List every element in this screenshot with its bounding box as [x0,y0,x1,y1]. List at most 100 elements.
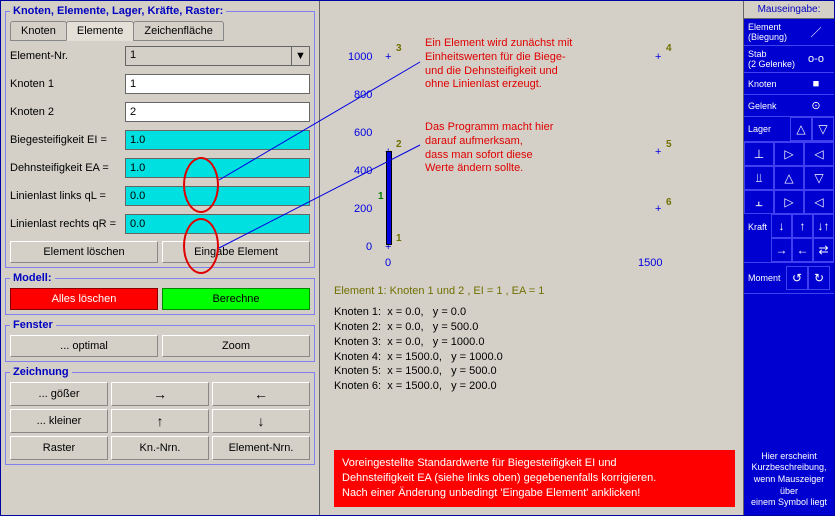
knnrn-button[interactable]: Kn.-Nrn. [111,436,209,460]
kraft-2-icon[interactable]: ↑ [792,214,813,238]
ea-label: Dehnsteifigkeit EA = [10,162,125,174]
optimal-button[interactable]: ... optimal [10,335,158,357]
highlight-circle-2 [183,218,219,274]
node-4-label: 4 [666,43,672,54]
tool-gelenk[interactable]: Gelenk ⊙ [744,95,834,117]
lg3-icon[interactable]: ◁ [804,142,834,166]
knoten1-input[interactable] [125,74,310,94]
tabs: Knoten Elemente Zeichenfläche [10,21,310,41]
modell-group: Modell: Alles löschen Berechne [5,272,315,315]
node-3-label: 3 [396,43,402,54]
knoten1-label: Knoten 1 [10,78,125,90]
xlabel-0: 0 [385,257,391,269]
element-info: Element 1: Knoten 1 und 2 , EI = 1 , EA … [334,285,544,297]
pan-up-button[interactable] [111,409,209,433]
raster-button[interactable]: Raster [10,436,108,460]
knoten2-input[interactable] [125,102,310,122]
node-2-label: 2 [396,139,402,150]
zeichnung-title: Zeichnung [10,366,72,378]
bigger-button[interactable]: ... gößer [10,382,108,406]
lg4-icon[interactable]: ⫫ [744,166,774,190]
center-panel: 1000 800 600 400 200 0 0 1500 + + + + + … [319,1,744,515]
node-4-icon: + [655,51,661,63]
element-1-label: 1 [378,191,384,202]
kraft-4-icon[interactable]: → [771,238,792,262]
moment-cw-icon[interactable]: ↻ [808,266,830,290]
lg6-icon[interactable]: ▽ [804,166,834,190]
annotation-2: Das Programm macht hier darauf aufmerksa… [425,121,553,176]
toolbox-hint: Hier erscheint Kurzbeschreibung, wenn Ma… [744,445,834,515]
node-6-icon: + [655,203,661,215]
knoten-icon: ■ [802,78,830,90]
elements-group: Knoten, Elemente, Lager, Kräfte, Raster:… [5,5,315,268]
element-nr-value: 1 [125,46,292,66]
zeichnung-group: Zeichnung ... gößer ... kleiner Raster K… [5,366,315,465]
lg2-icon[interactable]: ▷ [774,142,804,166]
kraft-6-icon[interactable]: ⇄ [813,238,834,262]
ylabel-400: 400 [354,165,372,177]
ylabel-0: 0 [366,241,372,253]
tab-elemente[interactable]: Elemente [66,21,134,41]
ylabel-1000: 1000 [348,51,372,63]
lg8-icon[interactable]: ▷ [774,190,804,214]
element-1-bar [386,151,392,245]
ei-input[interactable] [125,130,310,150]
ylabel-800: 800 [354,89,372,101]
warning-box: Voreingestellte Standardwerte für Bieges… [334,450,735,507]
elnrn-button[interactable]: Element-Nrn. [212,436,310,460]
group-title: Knoten, Elemente, Lager, Kräfte, Raster: [10,5,226,17]
tool-lager-row: Lager △ ▽ [744,117,834,142]
ylabel-200: 200 [354,203,372,215]
delete-element-button[interactable]: Element löschen [10,241,158,263]
lager-2-icon[interactable]: ▽ [812,117,834,141]
kraft-5-icon[interactable]: ← [792,238,813,262]
lg5-icon[interactable]: △ [774,166,804,190]
qr-label: Linienlast rechts qR = [10,218,125,230]
element-icon: ／ [802,24,830,40]
left-panel: Knoten, Elemente, Lager, Kräfte, Raster:… [1,1,319,515]
tool-kraft-row: Kraft ↓ ↑ ↓↑ → ← ⇄ [744,214,834,263]
right-toolbox: Mauseingabe: Element (Biegung) ／ Stab (2… [744,1,834,515]
tab-knoten[interactable]: Knoten [10,21,67,41]
lager-grid: ⊥ ▷ ◁ ⫫ △ ▽ ⫠ ▷ ◁ [744,142,834,214]
knoten2-label: Knoten 2 [10,106,125,118]
lg9-icon[interactable]: ◁ [804,190,834,214]
clear-all-button[interactable]: Alles löschen [10,288,158,310]
kraft-1-icon[interactable]: ↓ [771,214,792,238]
qr-input[interactable] [125,214,310,234]
smaller-button[interactable]: ... kleiner [10,409,108,433]
pan-down-button[interactable] [212,409,310,433]
ei-label: Biegesteifigkeit EI = [10,134,125,146]
tool-stab[interactable]: Stab (2 Gelenke) o-o [744,46,834,73]
pan-left-button[interactable] [212,382,310,406]
toolbox-title: Mauseingabe: [744,1,834,19]
element-nr-dropdown[interactable]: 1 ▼ [125,46,310,66]
tool-element[interactable]: Element (Biegung) ／ [744,19,834,46]
stab-icon: o-o [802,53,830,65]
element-nr-label: Element-Nr. [10,50,125,62]
tab-zeichenflaeche[interactable]: Zeichenfläche [133,21,224,41]
ylabel-600: 600 [354,127,372,139]
lg1-icon[interactable]: ⊥ [744,142,774,166]
node-3-icon: + [385,51,391,63]
fenster-group: Fenster ... optimal Zoom [5,319,315,362]
kraft-3-icon[interactable]: ↓↑ [813,214,834,238]
gelenk-icon: ⊙ [802,99,830,112]
node-1-label: 1 [396,233,402,244]
annotation-1: Ein Element wird zunächst mit Einheitswe… [425,37,572,92]
zoom-button[interactable]: Zoom [162,335,310,357]
tool-moment: Moment ↺ ↻ [744,263,834,294]
ql-label: Linienlast links qL = [10,190,125,202]
dropdown-arrow-icon[interactable]: ▼ [292,46,310,66]
lg7-icon[interactable]: ⫠ [744,190,774,214]
highlight-circle-1 [183,157,219,213]
modell-title: Modell: [10,272,55,284]
moment-ccw-icon[interactable]: ↺ [786,266,808,290]
lager-1-icon[interactable]: △ [790,117,812,141]
node-5-label: 5 [666,139,672,150]
pan-right-button[interactable] [111,382,209,406]
nodes-text: Knoten 1: x = 0.0, y = 0.0 Knoten 2: x =… [334,305,544,394]
calculate-button[interactable]: Berechne [162,288,310,310]
tool-knoten[interactable]: Knoten ■ [744,73,834,95]
node-6-label: 6 [666,197,672,208]
